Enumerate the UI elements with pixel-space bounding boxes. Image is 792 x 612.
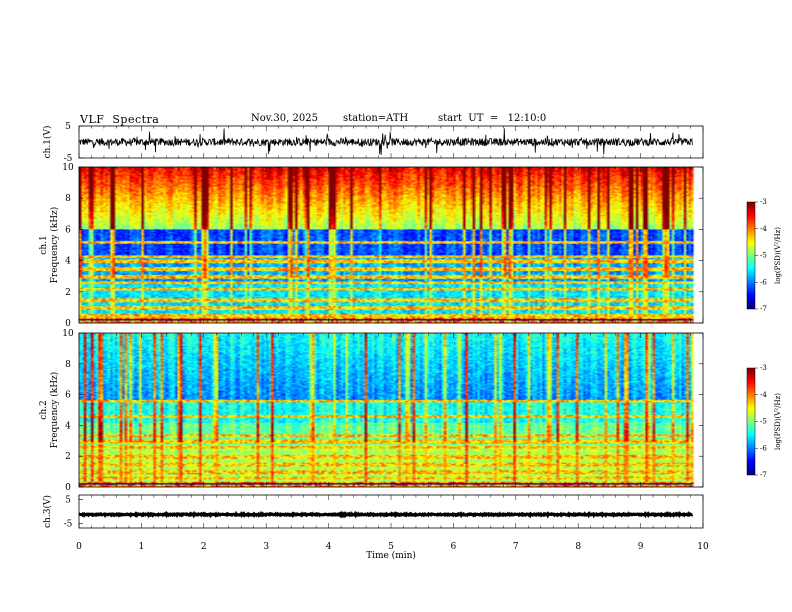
x-tick-label: 9 bbox=[638, 542, 644, 552]
spectrogram-channel-label: ch.1 bbox=[39, 235, 49, 254]
y-tick-label: 8 bbox=[65, 360, 71, 370]
colorbar-label: log(PSD)(V²/Hz) bbox=[774, 227, 782, 284]
header-date: Nov.30, 2025 bbox=[251, 113, 318, 124]
colorbar-tick-label: -6 bbox=[760, 278, 767, 286]
spectrogram-frequency-label: Frequency (kHz) bbox=[49, 372, 60, 449]
y-tick-label: 10 bbox=[62, 329, 74, 339]
y-tick-label: 6 bbox=[65, 391, 71, 401]
ch3-axis-label: ch.3(V) bbox=[42, 495, 53, 528]
ch1-waveform-line bbox=[78, 128, 693, 155]
colorbar-tick-label: -6 bbox=[760, 444, 767, 452]
ch1-spectrogram-image bbox=[79, 167, 703, 323]
y-tick-label: 2 bbox=[65, 288, 71, 298]
ch3-waveform-line bbox=[78, 510, 694, 519]
spectrogram-channel-label: ch.2 bbox=[39, 400, 49, 419]
y-tick-label: -5 bbox=[64, 154, 73, 164]
x-tick-label: 4 bbox=[326, 542, 332, 552]
y-tick-label: 8 bbox=[65, 194, 71, 204]
colorbar-tick-label: -3 bbox=[760, 364, 767, 372]
x-axis-label: Time (min) bbox=[366, 550, 416, 561]
x-tick-label: 6 bbox=[451, 542, 457, 552]
x-tick-label: 1 bbox=[139, 542, 145, 552]
colorbar-tick-label: -5 bbox=[760, 418, 767, 426]
y-tick-label: 4 bbox=[65, 257, 71, 267]
y-tick-label: 5 bbox=[65, 122, 71, 132]
header-start-time: start UT = 12:10:0 bbox=[438, 113, 547, 124]
x-tick-label: 5 bbox=[388, 542, 394, 552]
x-tick-label: 3 bbox=[263, 542, 269, 552]
y-tick-label: 5 bbox=[65, 496, 71, 506]
colorbar-tick-label: -3 bbox=[760, 198, 767, 206]
colorbar-tick-label: -5 bbox=[760, 252, 767, 260]
colorbar-gradient bbox=[747, 368, 755, 475]
y-tick-label: 2 bbox=[65, 452, 71, 462]
colorbar-label: log(PSD)(V²/Hz) bbox=[774, 393, 782, 450]
y-tick-label: 6 bbox=[65, 225, 71, 235]
colorbar-gradient bbox=[747, 202, 755, 309]
x-tick-label: 8 bbox=[575, 542, 581, 552]
y-tick-label: 10 bbox=[62, 163, 74, 173]
colorbar-tick-label: -7 bbox=[760, 305, 767, 313]
y-tick-label: 4 bbox=[65, 421, 71, 431]
x-tick-label: 10 bbox=[697, 542, 709, 552]
figure-title: VLF Spectra bbox=[80, 113, 160, 126]
header-station: station=ATH bbox=[343, 113, 409, 124]
colorbar-tick-label: -4 bbox=[760, 391, 767, 399]
ch2-spectrogram-image bbox=[79, 333, 703, 487]
spectrogram-frequency-label: Frequency (kHz) bbox=[49, 207, 60, 284]
y-tick-label: 0 bbox=[65, 483, 71, 493]
y-tick-label: -5 bbox=[64, 519, 73, 529]
ch1-axis-label: ch.1(V) bbox=[42, 126, 53, 159]
colorbar-tick-label: -4 bbox=[760, 225, 767, 233]
y-tick-label: 0 bbox=[65, 319, 71, 329]
x-tick-label: 0 bbox=[76, 542, 82, 552]
x-tick-label: 7 bbox=[513, 542, 519, 552]
x-tick-label: 2 bbox=[201, 542, 207, 552]
colorbar-tick-label: -7 bbox=[760, 471, 767, 479]
